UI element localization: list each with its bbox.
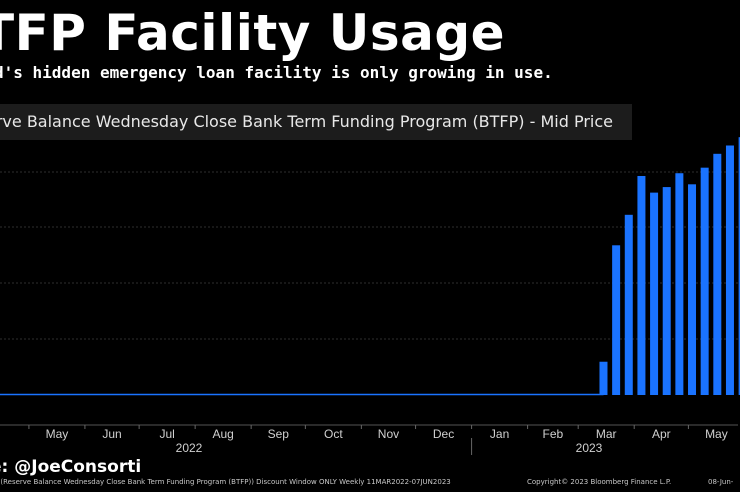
footer-date: 08-Jun- — [708, 478, 734, 486]
x-tick-label-2: Jul — [159, 427, 174, 441]
footer-description: x (Reserve Balance Wednesday Close Bank … — [0, 478, 451, 486]
x-tick-label-0: May — [46, 427, 69, 441]
x-tick-label-3: Aug — [212, 427, 233, 441]
bar-3 — [637, 175, 646, 395]
bar-8 — [700, 167, 709, 395]
bar-11 — [738, 137, 740, 395]
bar-4 — [650, 192, 659, 395]
legend-box — [0, 104, 632, 140]
legend-label: erve Balance Wednesday Close Bank Term F… — [0, 112, 613, 131]
bar-1 — [612, 245, 621, 395]
x-tick-label-8: Jan — [490, 427, 509, 441]
bar-5 — [662, 187, 671, 395]
bar-6 — [675, 173, 684, 395]
year-label-2022: 2022 — [176, 441, 203, 455]
source-credit: e: @JoeConsorti — [0, 457, 142, 477]
footer-copyright: Copyright© 2023 Bloomberg Finance L.P. — [527, 478, 672, 486]
bar-7 — [688, 184, 697, 395]
x-tick-label-11: Apr — [652, 427, 671, 441]
bar-0 — [599, 361, 608, 395]
page-title: TFP Facility Usage — [0, 4, 506, 62]
year-label-2023: 2023 — [576, 441, 603, 455]
chart-subtitle: d's hidden emergency loan facility is on… — [0, 63, 553, 82]
bar-10 — [725, 145, 734, 395]
x-tick-label-4: Sep — [268, 427, 290, 441]
bar-2 — [624, 214, 633, 395]
x-tick-label-6: Nov — [378, 427, 399, 441]
x-tick-label-10: Mar — [596, 427, 617, 441]
x-tick-label-5: Oct — [324, 427, 343, 441]
bar-9 — [713, 153, 722, 395]
x-tick-label-7: Dec — [433, 427, 454, 441]
x-tick-label-9: Feb — [543, 427, 564, 441]
x-tick-label-1: Jun — [102, 427, 121, 441]
x-tick-label-12: May — [705, 427, 728, 441]
